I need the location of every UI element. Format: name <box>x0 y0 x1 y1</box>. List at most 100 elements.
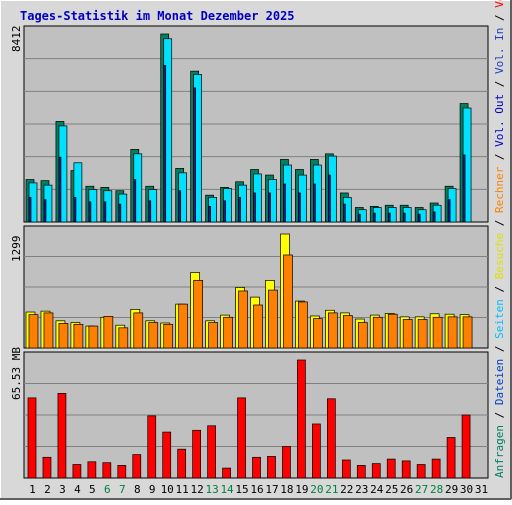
requests-chart-bar-dateien-day-4 <box>73 162 83 223</box>
volume-chart-bar-volumen-day-16 <box>252 456 261 479</box>
volume-chart-bar-volumen-day-19 <box>297 359 306 479</box>
requests-chart-bar-seiten-day-13 <box>208 206 211 223</box>
visits-chart-bar-rechner-day-3 <box>58 323 69 349</box>
day-label-9: 9 <box>149 483 156 496</box>
volume-chart-bar-volumen-day-1 <box>27 397 37 479</box>
day-label-8: 8 <box>134 483 141 496</box>
volume-max-label: 65.53 MB <box>10 347 23 400</box>
visits-chart-bar-rechner-day-15 <box>238 290 248 349</box>
requests-chart-bar-seiten-day-14 <box>223 200 226 223</box>
requests-chart-bar-seiten-day-21 <box>328 174 331 223</box>
visits-chart-bar-rechner-day-5 <box>88 325 99 349</box>
day-label-22: 22 <box>340 483 353 496</box>
volume-chart-bar-volumen-day-25 <box>386 458 396 479</box>
volume-chart-bar-volumen-day-2 <box>42 456 52 479</box>
requests-chart-bar-seiten-day-6 <box>103 201 107 223</box>
day-label-13: 13 <box>205 483 218 496</box>
requests-chart-bar-seiten-day-28 <box>432 211 436 223</box>
requests-chart-bar-seiten-day-23 <box>357 213 361 223</box>
visits-chart-bar-rechner-day-16 <box>253 304 263 349</box>
requests-chart-bar-seiten-day-19 <box>298 192 301 223</box>
requests-chart-bar-seiten-day-18 <box>283 183 286 223</box>
visits-chart-bar-rechner-day-28 <box>432 316 443 349</box>
requests-panel <box>23 25 489 223</box>
visits-chart-bar-rechner-day-24 <box>372 316 383 349</box>
volume-chart-bar-volumen-day-21 <box>327 398 336 479</box>
volume-chart-bar-volumen-day-13 <box>207 425 216 479</box>
visits-chart-bar-rechner-day-9 <box>148 322 159 349</box>
x-axis-day-labels: 1 2 3 4 5 6 7 8 9 10 11 12 13 14 15 16 17 18 19 20 21 22 23 24 2… <box>29 483 488 496</box>
requests-max-label: 8412 <box>10 26 23 53</box>
chart-title: Tages-Statistik im Monat Dezember 2025 <box>20 9 295 23</box>
volume-chart-bar-volumen-day-15 <box>237 397 246 479</box>
requests-chart-bar-seiten-day-20 <box>313 183 316 223</box>
visits-panel <box>23 225 489 349</box>
requests-chart-bar-seiten-day-10 <box>163 65 167 223</box>
visits-chart-bar-rechner-day-8 <box>133 312 144 349</box>
requests-chart-bar-seiten-day-8 <box>133 179 137 223</box>
day-label-24: 24 <box>370 483 384 496</box>
visits-chart-bar-rechner-day-2 <box>43 312 54 349</box>
requests-chart-bar-seiten-day-7 <box>118 203 122 223</box>
volume-chart-bar-volumen-day-18 <box>282 446 291 479</box>
requests-chart-bar-seiten-day-17 <box>268 192 271 223</box>
day-label-1: 1 <box>29 483 36 496</box>
requests-chart-bar-seiten-day-9 <box>148 200 152 223</box>
volume-chart-bar-volumen-day-22 <box>341 459 351 479</box>
volume-chart-bar-volumen-day-14 <box>222 467 231 479</box>
requests-chart-bar-seiten-day-12 <box>193 87 196 223</box>
visits-max-label: 1299 <box>10 236 23 263</box>
legend-part-7: / <box>493 213 506 233</box>
legend-part-1: / <box>493 405 506 425</box>
visits-chart-bar-rechner-day-17 <box>268 289 278 349</box>
visits-chart-bar-rechner-day-13 <box>208 322 218 349</box>
volume-chart-bar-volumen-day-17 <box>267 456 276 479</box>
requests-chart-bar-seiten-day-5 <box>88 201 92 223</box>
volume-chart-bar-volumen-day-5 <box>87 461 97 479</box>
day-label-26: 26 <box>400 483 413 496</box>
legend-part-2: Dateien <box>493 359 506 405</box>
day-label-25: 25 <box>385 483 398 496</box>
visits-chart-bar-rechner-day-25 <box>387 313 398 349</box>
volume-chart-bar-volumen-day-20 <box>312 423 321 479</box>
day-label-23: 23 <box>355 483 368 496</box>
requests-chart-bar-seiten-day-1 <box>28 197 32 223</box>
volume-panel <box>23 351 489 479</box>
volume-chart-bar-volumen-day-29 <box>446 437 456 479</box>
day-label-5: 5 <box>89 483 96 496</box>
visits-chart-bar-rechner-day-29 <box>447 316 458 349</box>
day-label-7: 7 <box>119 483 126 496</box>
volume-chart-bar-volumen-day-3 <box>57 393 67 479</box>
visits-chart-bar-rechner-day-11 <box>178 303 189 349</box>
requests-chart-bar-seiten-day-30 <box>462 154 466 223</box>
legend-part-6: Besuche <box>493 233 506 279</box>
day-label-27: 27 <box>415 483 428 496</box>
volume-chart-bar-volumen-day-6 <box>102 462 112 479</box>
visits-chart-bar-rechner-day-20 <box>313 318 323 349</box>
legend-part-8: Rechner <box>493 166 506 213</box>
visits-chart-bar-rechner-day-26 <box>402 319 413 349</box>
legend-part-13: / <box>493 8 506 28</box>
volume-chart-bar-volumen-day-12 <box>192 429 201 479</box>
visits-chart-bar-rechner-day-21 <box>328 312 338 349</box>
volume-chart-bar-volumen-day-23 <box>356 465 366 479</box>
day-label-19: 19 <box>295 483 308 496</box>
day-label-16: 16 <box>250 483 263 496</box>
visits-chart-bar-rechner-day-18 <box>283 254 293 349</box>
requests-chart-bar-seiten-day-2 <box>43 199 47 223</box>
legend-part-4: Seiten <box>493 299 506 339</box>
day-label-4: 4 <box>74 483 81 496</box>
requests-chart-bar-seiten-day-27 <box>417 213 421 223</box>
requests-chart-bar-seiten-day-22 <box>342 203 346 223</box>
day-label-14: 14 <box>220 483 234 496</box>
volume-chart-bar-volumen-day-28 <box>431 458 441 479</box>
visits-chart-bar-rechner-day-23 <box>357 322 368 349</box>
volume-chart-bar-volumen-day-8 <box>132 454 142 479</box>
visits-chart-bar-rechner-day-30 <box>462 316 473 349</box>
volume-chart-bar-volumen-day-10 <box>162 431 172 479</box>
legend-part-3: / <box>493 339 506 359</box>
requests-chart-bar-seiten-day-16 <box>253 192 256 223</box>
visits-chart-bar-rechner-day-10 <box>163 323 174 349</box>
